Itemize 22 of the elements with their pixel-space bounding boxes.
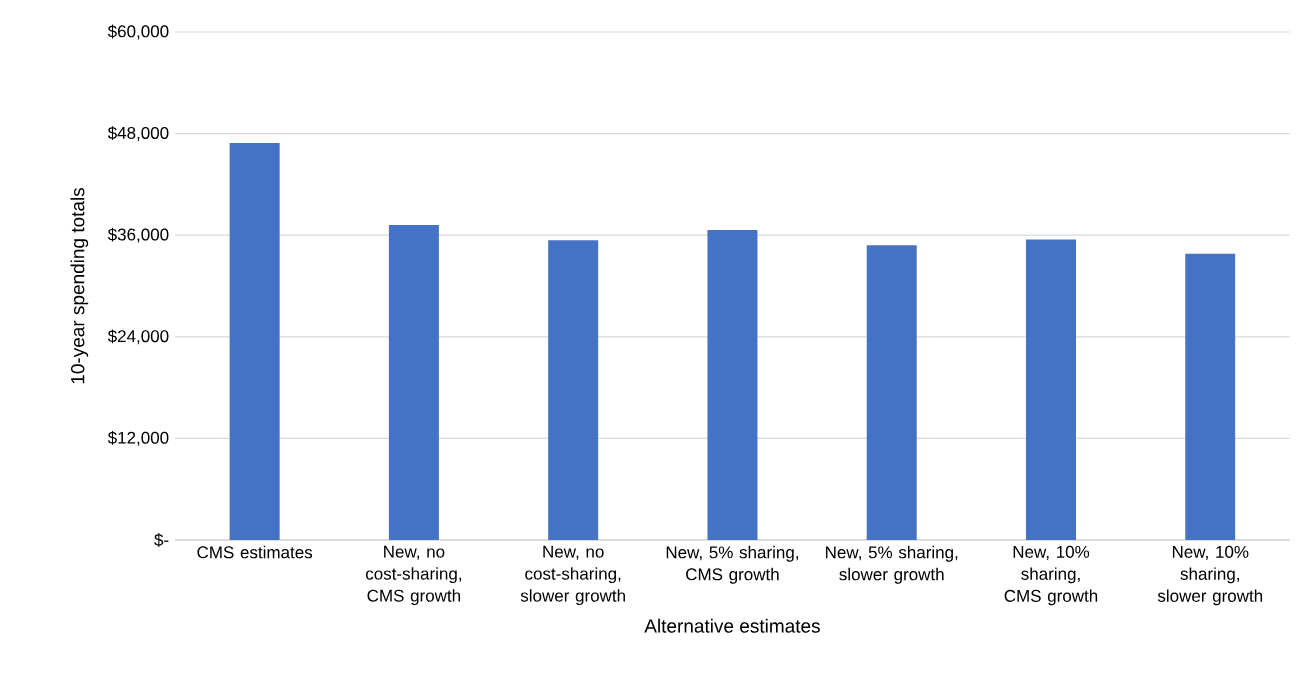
bar (866, 245, 917, 540)
y-tick-label: $60,000 (107, 24, 169, 40)
y-tick-label: $- (154, 533, 169, 547)
x-tick-label: New, 5% sharing, CMS growth (666, 545, 798, 584)
x-tick-label: New, 5% sharing, slower growth (826, 545, 958, 584)
y-tick-label: $12,000 (107, 431, 169, 446)
x-tick-label: New, no cost-sharing, CMS growth (365, 545, 462, 606)
y-tick-label: $48,000 (107, 126, 169, 141)
y-axis-title: 10-year spending totals (70, 187, 89, 384)
x-tick-label: CMS estimates (197, 545, 313, 559)
bar (1185, 253, 1236, 540)
x-tick-label: New, 10% sharing, slower growth (1157, 545, 1263, 606)
y-tick-label: $24,000 (107, 329, 169, 345)
y-tick-label: $36,000 (107, 227, 169, 243)
bar (229, 142, 280, 540)
x-tick-label: New, 10% sharing, CMS growth (1004, 545, 1098, 606)
x-axis-title: Alternative estimates (644, 618, 820, 633)
bar (707, 230, 758, 540)
bar (1026, 239, 1076, 540)
bar (548, 240, 599, 540)
x-tick-label: New, no cost-sharing, slower growth (520, 545, 625, 606)
bar (388, 225, 439, 540)
